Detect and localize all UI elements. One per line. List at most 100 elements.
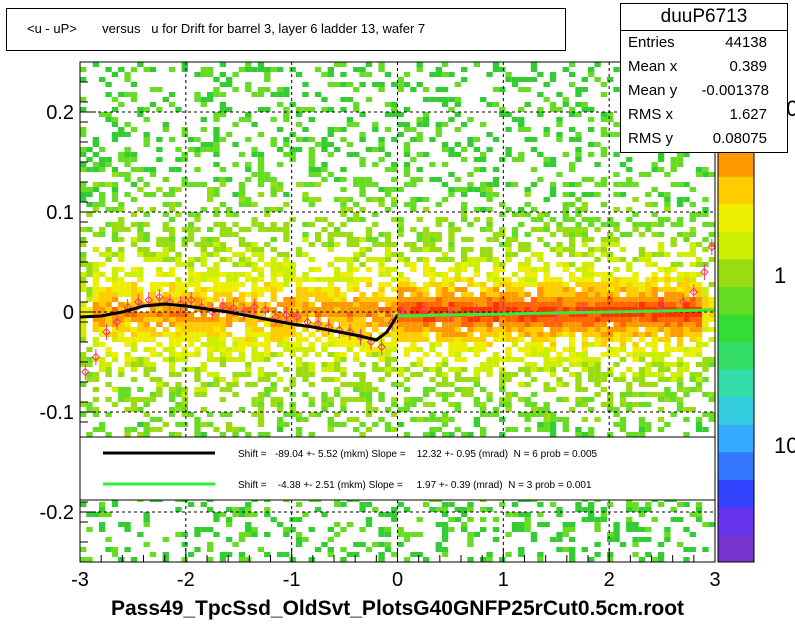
heatmap-cell <box>543 277 550 282</box>
heatmap-cell <box>251 397 258 402</box>
heatmap-cell <box>422 337 430 342</box>
heatmap-cell <box>346 242 354 247</box>
heatmap-cell <box>378 542 385 547</box>
heatmap-cell <box>200 207 207 212</box>
heatmap-cell <box>416 532 423 537</box>
heatmap-cell <box>359 177 366 182</box>
heatmap-cell <box>264 177 271 182</box>
heatmap-cell <box>124 322 131 327</box>
heatmap-cell <box>581 337 588 342</box>
heatmap-cell <box>416 247 423 252</box>
heatmap-cell <box>276 162 284 167</box>
heatmap-cell <box>651 347 658 352</box>
heatmap-cell <box>194 212 201 217</box>
heatmap-cell <box>80 97 87 102</box>
heatmap-cell <box>695 342 703 347</box>
heatmap-cell <box>130 347 138 352</box>
heatmap-cell <box>518 307 525 312</box>
heatmap-cell <box>219 352 227 357</box>
heatmap-cell <box>213 532 220 537</box>
heatmap-cell <box>588 367 595 372</box>
heatmap-cell <box>346 82 354 87</box>
heatmap-cell <box>594 342 601 347</box>
heatmap-cell <box>537 342 544 347</box>
heatmap-cell <box>251 172 258 177</box>
heatmap-cell <box>226 317 233 322</box>
profile-point <box>133 297 143 307</box>
heatmap-cell <box>480 327 487 332</box>
heatmap-cell <box>340 272 347 277</box>
heatmap-cell <box>626 287 633 292</box>
heatmap-cell <box>549 347 557 352</box>
heatmap-cell <box>365 72 373 77</box>
heatmap-cell <box>676 232 684 237</box>
heatmap-cell <box>594 322 601 327</box>
heatmap-cell <box>607 297 614 302</box>
heatmap-cell <box>556 282 563 287</box>
heatmap-cell <box>600 222 608 227</box>
heatmap-cell <box>651 332 658 337</box>
heatmap-cell <box>499 282 506 287</box>
heatmap-cell <box>607 502 614 507</box>
heatmap-cell <box>505 152 512 157</box>
heatmap-cell <box>632 272 639 277</box>
heatmap-cell <box>524 267 531 272</box>
heatmap-cell <box>346 272 354 277</box>
heatmap-cell <box>130 297 138 302</box>
heatmap-cell <box>264 287 271 292</box>
heatmap-cell <box>80 547 87 552</box>
heatmap-cell <box>670 267 677 272</box>
heatmap-cell <box>251 527 258 532</box>
heatmap-cell <box>518 547 525 552</box>
heatmap-cell <box>549 77 557 82</box>
heatmap-cell <box>391 312 398 317</box>
heatmap-cell <box>537 92 544 97</box>
heatmap-cell <box>353 287 360 292</box>
heatmap-cell <box>168 217 176 222</box>
heatmap-cell <box>295 282 303 287</box>
heatmap-cell <box>156 377 163 382</box>
heatmap-cell <box>334 387 341 392</box>
heatmap-cell <box>543 262 550 267</box>
heatmap-cell <box>124 317 131 322</box>
heatmap-cell <box>670 237 677 242</box>
heatmap-cell <box>302 367 309 372</box>
heatmap-cell <box>213 262 220 267</box>
heatmap-cell <box>207 227 214 232</box>
heatmap-cell <box>448 267 455 272</box>
heatmap-cell <box>689 312 696 317</box>
heatmap-cell <box>321 392 328 397</box>
heatmap-cell <box>365 332 373 337</box>
heatmap-cell <box>657 252 665 257</box>
heatmap-cell <box>454 317 461 322</box>
heatmap-cell <box>702 367 709 372</box>
heatmap-cell <box>219 357 227 362</box>
heatmap-cell <box>213 137 220 142</box>
heatmap-cell <box>264 532 271 537</box>
heatmap-cell <box>581 227 588 232</box>
heatmap-cell <box>111 227 119 232</box>
heatmap-cell <box>454 82 461 87</box>
heatmap-cell <box>372 147 379 152</box>
heatmap-cell <box>143 542 150 547</box>
heatmap-cell <box>194 307 201 312</box>
heatmap-cell <box>213 142 220 147</box>
heatmap-cell <box>543 82 550 87</box>
heatmap-cell <box>118 217 125 222</box>
heatmap-cell <box>295 412 303 417</box>
heatmap-cell <box>441 272 449 277</box>
heatmap-cell <box>429 282 436 287</box>
heatmap-cell <box>181 317 188 322</box>
heatmap-cell <box>569 277 576 282</box>
heatmap-cell <box>353 307 360 312</box>
heatmap-cell <box>80 162 87 167</box>
heatmap-cell <box>105 432 112 437</box>
heatmap-cell <box>346 267 354 272</box>
heatmap-cell <box>473 377 481 382</box>
heatmap-cell <box>99 332 106 337</box>
heatmap-cell <box>683 277 690 282</box>
heatmap-cell <box>289 517 296 522</box>
heatmap-cell <box>137 362 144 367</box>
heatmap-cell <box>137 62 144 67</box>
heatmap-cell <box>651 372 658 377</box>
